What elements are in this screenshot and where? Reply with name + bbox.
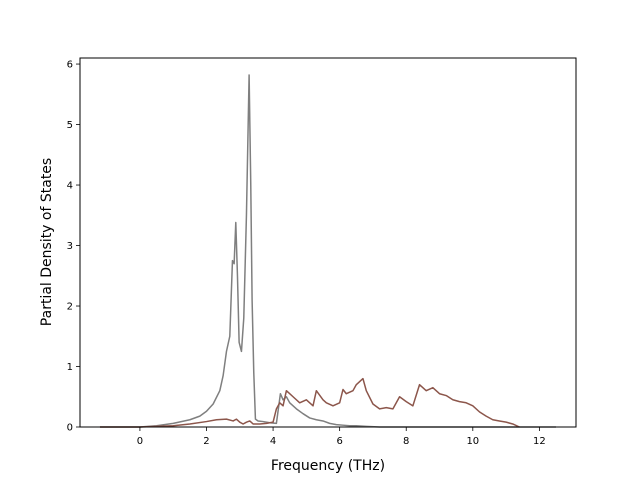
y-axis-ticks: 0 1 2 3 4 5 6 xyxy=(67,60,80,434)
y-tick-label: 3 xyxy=(67,241,73,252)
plot-frame xyxy=(79,57,577,428)
plot-background xyxy=(80,58,576,427)
y-tick-label: 4 xyxy=(67,181,73,192)
series-line-1 xyxy=(99,74,557,428)
y-tick-label: 5 xyxy=(67,120,73,131)
x-axis-ticks: 0 2 4 6 8 10 12 xyxy=(137,427,546,447)
x-tick-label: 10 xyxy=(466,436,479,447)
x-tick-label: 0 xyxy=(137,436,143,447)
y-axis-label: Partial Density of States xyxy=(39,158,55,326)
x-tick-label: 8 xyxy=(403,436,409,447)
x-tick-label: 4 xyxy=(270,436,276,447)
x-tick-label: 6 xyxy=(336,436,342,447)
x-tick-label: 12 xyxy=(533,436,546,447)
series-layer xyxy=(99,74,557,428)
y-tick-label: 0 xyxy=(67,423,73,434)
y-tick-label: 2 xyxy=(67,302,73,313)
x-axis-label: Frequency (THz) xyxy=(271,458,385,474)
y-tick-label: 6 xyxy=(67,60,73,71)
series-line-2 xyxy=(99,377,520,428)
x-tick-label: 2 xyxy=(203,436,209,447)
y-tick-label: 1 xyxy=(67,362,73,373)
